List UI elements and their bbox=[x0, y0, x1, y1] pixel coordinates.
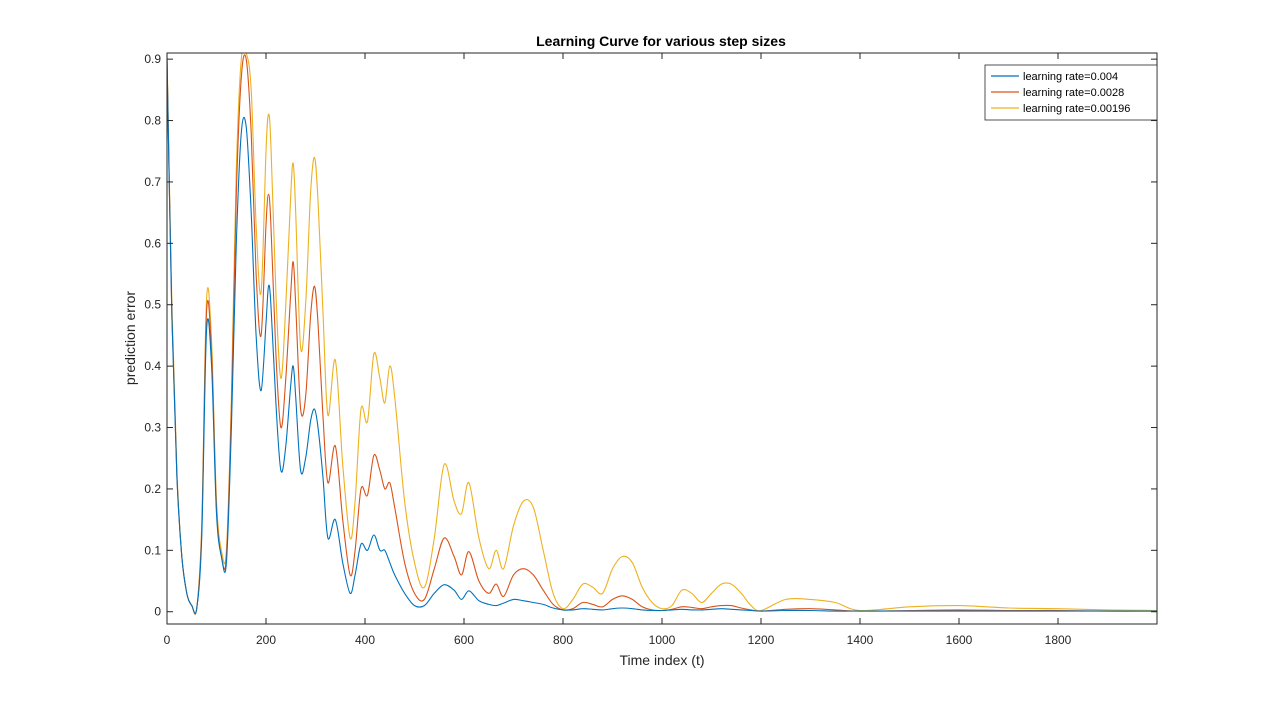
x-tick-label: 1800 bbox=[1045, 633, 1072, 647]
series-lines bbox=[167, 53, 1157, 615]
y-tick-label: 0.4 bbox=[144, 359, 161, 373]
x-tick-label: 400 bbox=[355, 633, 375, 647]
y-tick-label: 0.5 bbox=[144, 298, 161, 312]
x-tick-label: 1000 bbox=[649, 633, 676, 647]
x-tick-label: 200 bbox=[256, 633, 276, 647]
x-tick-label: 600 bbox=[454, 633, 474, 647]
x-tick-label: 800 bbox=[553, 633, 573, 647]
x-axis-label: Time index (t) bbox=[619, 652, 704, 668]
legend-label: learning rate=0.00196 bbox=[1023, 103, 1130, 115]
y-tick-label: 0.2 bbox=[144, 482, 161, 496]
chart-title: Learning Curve for various step sizes bbox=[536, 33, 786, 49]
x-tick-label: 1200 bbox=[748, 633, 775, 647]
y-axis: 0 0.1 0.2 0.3 0.4 0.5 0.6 0.7 0.8 0.9 bbox=[144, 52, 1157, 619]
series-line-learning-rate-0-004 bbox=[167, 59, 1157, 614]
y-tick-label: 0.1 bbox=[144, 543, 161, 557]
x-tick-label: 1600 bbox=[946, 633, 973, 647]
y-tick-label: 0.3 bbox=[144, 421, 161, 435]
legend-label: learning rate=0.0028 bbox=[1023, 87, 1124, 99]
legend-label: learning rate=0.004 bbox=[1023, 71, 1118, 83]
x-tick-label: 1400 bbox=[847, 633, 874, 647]
y-tick-label: 0.8 bbox=[144, 114, 161, 128]
x-tick-label: 0 bbox=[164, 633, 171, 647]
y-tick-label: 0.6 bbox=[144, 236, 161, 250]
y-axis-label: prediction error bbox=[122, 291, 138, 385]
y-tick-label: 0.7 bbox=[144, 175, 161, 189]
plot-area bbox=[167, 53, 1157, 624]
legend: learning rate=0.004 learning rate=0.0028 l… bbox=[984, 64, 1158, 121]
x-axis: 0 200 400 600 800 1000 1200 1400 1600 1800 bbox=[164, 53, 1072, 647]
y-tick-label: 0 bbox=[154, 605, 161, 619]
y-tick-label: 0.9 bbox=[144, 52, 161, 66]
